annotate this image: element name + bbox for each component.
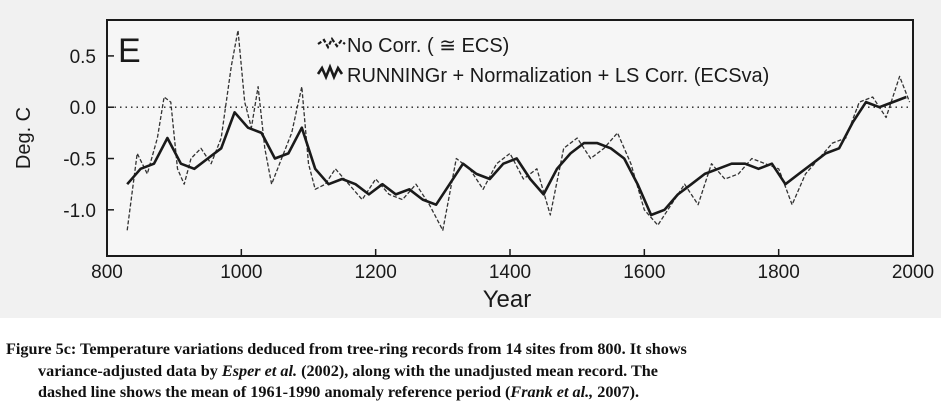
y-tick-label: 0.5 [70, 47, 96, 68]
caption-line-3: dashed line shows the mean of 1961-1990 … [6, 382, 936, 404]
x-axis-label: Year [483, 286, 532, 313]
plot-frame [106, 19, 914, 257]
caption-citation-frank: Frank et al., [510, 383, 594, 401]
caption-line3-a: dashed line shows the mean of 1961-1990 … [38, 383, 511, 401]
caption-line2-b: (2002), along with the unadjusted mean r… [297, 361, 658, 380]
caption-lead: Figure 5c: [6, 340, 77, 358]
y-tick-label: -1.0 [63, 201, 96, 222]
legend-swatch-ecsva [316, 63, 344, 81]
x-tick-label: 1800 [758, 262, 800, 283]
figure-panel: 800 1000 1200 1400 1600 1800 2000 0.5 0.0 -0.5 -1.… [0, 0, 941, 318]
x-tick-label: 1200 [355, 262, 397, 283]
x-tick-label: 1600 [623, 262, 665, 283]
caption-line-1: Figure 5c: Temperature variations deduce… [6, 339, 936, 361]
legend-swatch-no-corr [317, 36, 346, 50]
legend-label-no-corr: No Corr. ( ≅ ECS) [347, 35, 509, 57]
caption-line1-text: Temperature variations deduced from tree… [76, 340, 687, 358]
figure-caption: Figure 5c: Temperature variations deduce… [6, 339, 936, 404]
x-tick-label: 1400 [489, 262, 531, 283]
y-tick-label: 0.0 [70, 98, 96, 119]
y-tick-label: -0.5 [63, 150, 96, 171]
panel-label: E [118, 32, 141, 70]
caption-line2-a: variance-adjusted data by [38, 361, 222, 380]
legend-label-ecsva: RUNNINGr + Normalization + LS Corr. (ECS… [347, 65, 769, 87]
caption-line3-b: 2007). [593, 383, 640, 401]
x-tick-label: 2000 [892, 262, 934, 283]
chart-svg: 800 1000 1200 1400 1600 1800 2000 0.5 0.0 -0.5 -1.… [13, 19, 934, 313]
series-line-no-corr [126, 29, 911, 231]
x-tick-label: 800 [91, 262, 123, 283]
legend: No Corr. ( ≅ ECS) RUNNINGr + Normalizati… [316, 35, 769, 87]
caption-citation-esper: Esper et al. [221, 361, 298, 380]
series-line-ecsva [126, 95, 907, 217]
caption-line-2: variance-adjusted data by Esper et al. (… [6, 361, 936, 383]
x-tick-label: 1000 [220, 262, 262, 283]
y-axis-label: Deg. C [13, 107, 35, 169]
